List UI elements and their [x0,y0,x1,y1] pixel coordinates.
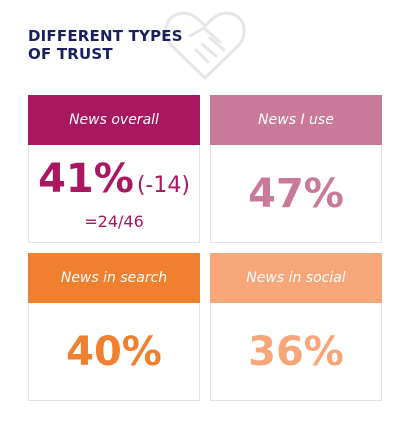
card-label: News in search [28,253,200,303]
card-body: 41% (-14) =24/46 [28,145,200,243]
card-value: 41% [38,155,134,202]
card-body: 47% [210,145,382,243]
card-rank: =24/46 [84,211,144,231]
card: News overall 41% (-14) =24/46 [28,95,200,243]
value-row: 41% (-14) [38,157,190,208]
card-change: (-14) [136,172,190,198]
card-value: 36% [248,328,344,375]
card-label: News overall [28,95,200,145]
title-line: OF TRUST [28,45,113,63]
card: News in search 40% [28,253,200,401]
card-label: News in social [210,253,382,303]
card: News in social 36% [210,253,382,401]
card-body: 40% [28,303,200,401]
card-label: News I use [210,95,382,145]
handshake-icon [164,11,246,80]
card-body: 36% [210,303,382,401]
card-value: 40% [66,328,162,375]
title-line: DIFFERENT TYPES [28,27,183,45]
card-value: 47% [248,170,344,217]
title: DIFFERENT TYPES OF TRUST [28,27,183,63]
card: News I use 47% [210,95,382,243]
